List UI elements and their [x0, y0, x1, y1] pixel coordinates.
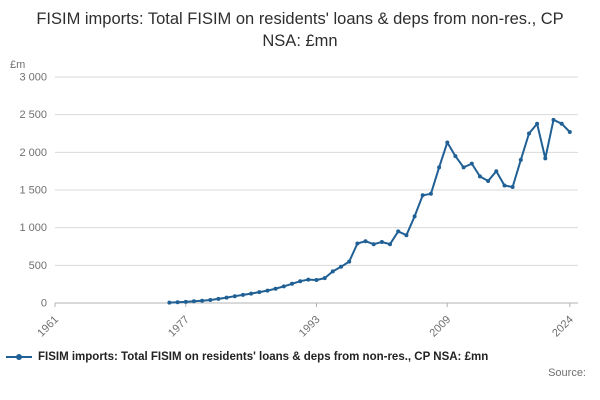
data-point-marker	[298, 278, 303, 283]
data-point-marker	[461, 164, 466, 169]
source-label: Source:	[548, 366, 586, 379]
data-point-marker	[224, 295, 229, 300]
data-point-marker	[232, 293, 237, 298]
data-point-marker	[486, 178, 491, 183]
data-point-marker	[241, 292, 245, 297]
y-tick-label: 2 500	[19, 109, 47, 121]
y-tick-label: 3 000	[19, 71, 47, 83]
x-tick-label: 1977	[166, 313, 192, 339]
legend-label: FISIM imports: Total FISIM on residents'…	[38, 350, 489, 363]
data-point-marker	[265, 288, 270, 293]
x-tick-label: 2009	[428, 313, 454, 339]
chart-title: FISIM imports: Total FISIM on residents'…	[36, 10, 564, 50]
data-point-marker	[200, 298, 205, 303]
data-point-marker	[191, 298, 196, 303]
data-point-marker	[502, 183, 507, 188]
data-point-marker	[355, 241, 360, 246]
data-point-marker	[477, 173, 482, 178]
data-point-marker	[428, 191, 433, 196]
data-point-marker	[257, 289, 262, 294]
data-point-marker	[412, 213, 417, 218]
y-tick-label: 1 000	[19, 222, 47, 234]
data-point-marker	[330, 268, 335, 273]
legend-line-marker	[6, 353, 32, 360]
data-point-marker	[281, 283, 286, 288]
data-point-marker	[567, 129, 572, 134]
data-point-marker	[339, 264, 343, 269]
data-point-marker	[494, 168, 499, 173]
data-point-marker	[208, 297, 213, 302]
data-point-marker	[306, 277, 311, 282]
x-tick-label: 1961	[35, 313, 61, 339]
data-point-marker	[453, 153, 458, 158]
data-point-marker	[445, 140, 450, 145]
data-point-marker	[379, 239, 384, 244]
data-point-marker	[559, 121, 564, 126]
data-point-marker	[404, 232, 409, 237]
data-point-marker	[273, 286, 278, 291]
axis-ticks	[54, 302, 571, 307]
data-point-marker	[371, 241, 376, 246]
data-point-marker	[543, 155, 548, 160]
data-point-marker	[437, 164, 442, 169]
data-point-marker	[363, 238, 368, 243]
data-point-marker	[518, 157, 523, 162]
data-point-marker	[314, 277, 319, 282]
data-point-marker	[290, 281, 294, 286]
legend: FISIM imports: Total FISIM on residents'…	[0, 348, 600, 363]
data-point-marker	[388, 241, 392, 246]
data-point-marker	[510, 184, 515, 189]
y-tick-label: 500	[29, 259, 47, 271]
data-point-marker	[175, 299, 180, 304]
data-point-marker	[347, 259, 352, 264]
y-tick-label: 2 000	[19, 146, 47, 158]
x-tick-label: 1993	[297, 313, 323, 339]
data-point-marker	[183, 299, 188, 304]
x-tick-label: 2024	[550, 313, 576, 339]
y-tick-label: 1 500	[19, 184, 47, 196]
y-axis-unit-label: £m	[10, 59, 25, 71]
series	[167, 117, 572, 305]
data-point-marker	[216, 296, 221, 301]
data-point-marker	[469, 161, 474, 166]
data-point-marker	[396, 228, 401, 233]
gridlines	[55, 76, 578, 304]
series-line	[168, 118, 571, 304]
data-point-marker	[551, 117, 556, 122]
data-point-marker	[249, 291, 254, 296]
chart-svg: 0 500 1 000 1 500 2 000 2 500 3 000£m 1961 1977 1…	[10, 59, 578, 339]
data-point-marker	[167, 300, 172, 305]
axis-labels: 0 500 1 000 1 500 2 000 2 500 3 000£m 1961 1977 1…	[10, 59, 576, 339]
data-point-marker	[420, 192, 425, 197]
y-tick-label: 0	[41, 297, 47, 309]
data-point-marker	[322, 275, 327, 280]
data-point-marker	[527, 131, 531, 136]
data-point-marker	[535, 121, 540, 126]
